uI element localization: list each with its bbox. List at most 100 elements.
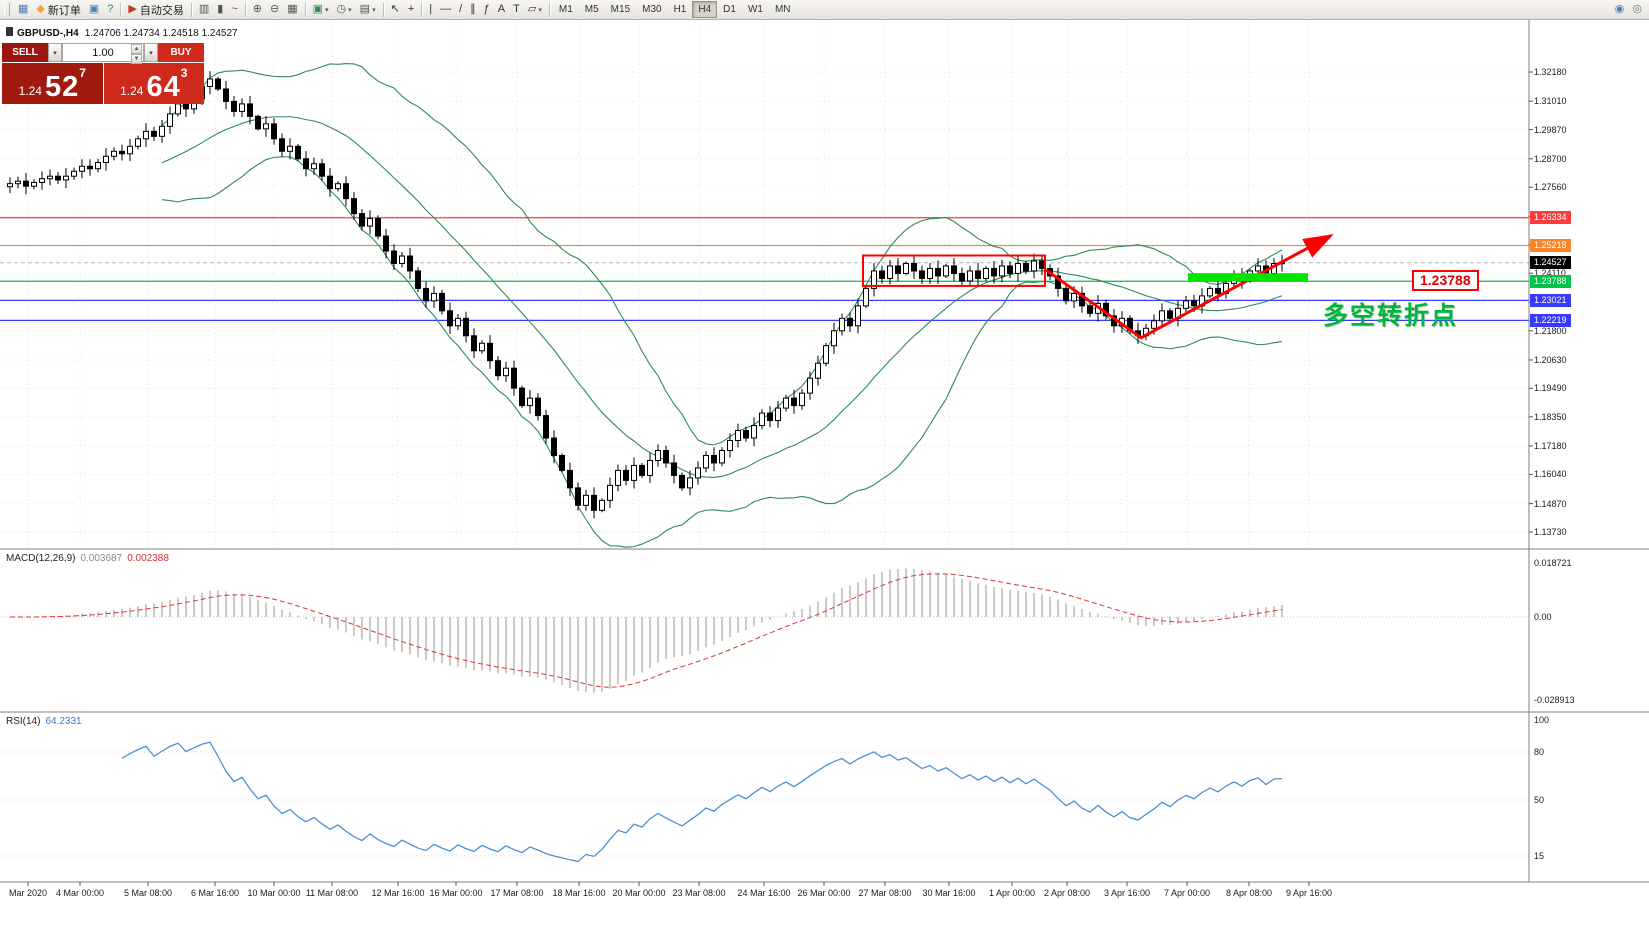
candle-chart-type-button[interactable]: ▮ [213, 0, 227, 19]
buy-button[interactable]: BUY [158, 43, 204, 62]
sell-price-sup: 7 [79, 66, 86, 80]
annotation-price-tag[interactable]: 1.23788 [1412, 270, 1479, 292]
crosshair-icon: + [407, 3, 415, 15]
new-order-button[interactable]: ◆ 新订单 [32, 0, 84, 19]
timeframe-d1-button[interactable]: D1 [723, 4, 736, 15]
zoom-in-button[interactable]: ⊕ [249, 0, 266, 19]
zoom-out-icon: ⊖ [270, 3, 280, 15]
rsi-name: RSI(14) [6, 716, 41, 727]
timeframe-m1-button[interactable]: M1 [558, 4, 573, 15]
price-axis-label: 1.21800 [1534, 325, 1567, 336]
text-button[interactable]: A [494, 0, 509, 19]
channel-icon: ∥ [470, 3, 476, 15]
search-button[interactable]: ◎ [1628, 0, 1646, 19]
fibonacci-button[interactable]: ƒ [480, 0, 494, 19]
time-axis-label[interactable]: Mar 2020 [8, 888, 48, 898]
tile-windows-button[interactable]: ▦ [283, 0, 301, 19]
shapes-button-caret: ▾ [538, 6, 542, 14]
time-axis-label[interactable]: 30 Mar 16:00 [922, 888, 976, 898]
time-axis-label[interactable]: 9 Apr 16:00 [1285, 888, 1333, 898]
time-axis-label[interactable]: 8 Apr 08:00 [1225, 888, 1273, 898]
line-chart-type-button[interactable]: ~ [227, 0, 241, 19]
rsi-axis-label: 80 [1534, 747, 1545, 757]
time-axis-label[interactable]: 24 Mar 16:00 [737, 888, 791, 898]
candles [7, 71, 1285, 519]
sell-price-small: 1.24 [18, 84, 42, 98]
volume-value: 1.00 [92, 46, 114, 59]
time-axis-label[interactable]: 11 Mar 08:00 [305, 888, 359, 898]
autotrading-button-label: 自动交易 [139, 4, 184, 17]
time-axis-label[interactable]: 16 Mar 00:00 [429, 888, 483, 898]
price-axis-label: 1.32180 [1534, 67, 1567, 77]
time-axis-label[interactable]: 23 Mar 08:00 [672, 888, 726, 898]
chart-icon-icon: ▦ [18, 3, 29, 15]
trendline-button[interactable]: / [455, 0, 466, 19]
cursor-button[interactable]: ↖ [387, 0, 404, 19]
timeframe-h4-button[interactable]: H4 [692, 1, 718, 18]
autotrading-button[interactable]: ▶ 自动交易 [124, 0, 187, 19]
time-axis-label[interactable]: 7 Apr 00:00 [1163, 888, 1211, 898]
time-axis-label[interactable]: 1 Apr 00:00 [988, 888, 1036, 898]
rsi-panel [0, 741, 1529, 863]
price-axis-label: 1.19490 [1534, 383, 1567, 394]
profiles-button[interactable]: ▣ [85, 0, 103, 19]
chart-drawings[interactable] [862, 234, 1334, 340]
sell-price[interactable]: 1.24 52 7 [2, 63, 103, 104]
time-axis-label[interactable]: 5 Mar 08:00 [123, 888, 173, 898]
zoom-out-button[interactable]: ⊖ [266, 0, 283, 19]
time-axis-label[interactable]: 17 Mar 08:00 [490, 888, 544, 898]
timeframe-m30-button[interactable]: M30 [642, 4, 662, 15]
period-button[interactable]: ◷ ▾ [333, 0, 356, 19]
time-axis-label[interactable]: 3 Apr 16:00 [1103, 888, 1151, 898]
timeframe-h1-button[interactable]: H1 [673, 4, 687, 15]
vertical-line-button[interactable]: | [425, 0, 436, 19]
symbol-icon [6, 27, 13, 36]
timeframe-w1-button[interactable]: W1 [747, 4, 763, 15]
horizontal-line-button[interactable]: — [436, 0, 455, 19]
time-axis-label[interactable]: 12 Mar 16:00 [371, 888, 425, 898]
help-button[interactable]: ? [103, 0, 117, 19]
macd-name: MACD(12,26,9) [6, 553, 76, 564]
chart-symbol: GBPUSD-,H4 [17, 28, 79, 39]
annotation-note[interactable]: 多空转折点 [1323, 301, 1459, 330]
search-icon: ◎ [1632, 3, 1642, 15]
time-axis-label[interactable]: 27 Mar 08:00 [858, 888, 912, 898]
time-axis-label[interactable]: 18 Mar 16:00 [552, 888, 606, 898]
sell-dropdown[interactable]: ▾ [48, 43, 62, 62]
toolbar-grip[interactable] [4, 3, 10, 16]
crosshair-button[interactable]: + [404, 0, 418, 19]
text-label-icon: T [513, 3, 520, 15]
macd-axis-label: 0.018721 [1534, 558, 1572, 569]
text-label-button[interactable]: T [509, 0, 524, 19]
bollinger-bands [161, 63, 1283, 548]
new-chart-button[interactable]: ▣ ▾ [309, 0, 333, 19]
time-axis-label[interactable]: 26 Mar 00:00 [797, 888, 851, 898]
fibonacci-icon: ƒ [483, 3, 490, 15]
community-button[interactable]: ◉ [1611, 0, 1629, 19]
timeframe-mn-button[interactable]: MN [774, 4, 791, 15]
time-axis-label[interactable]: 20 Mar 00:00 [612, 888, 666, 898]
buy-dropdown[interactable]: ▾ [144, 43, 158, 62]
template-button[interactable]: ▤ ▾ [356, 0, 380, 19]
bar-chart-type-button[interactable]: ▥ [195, 0, 213, 19]
sell-price-big: 52 [44, 71, 80, 103]
time-axis-label[interactable]: 10 Mar 00:00 [247, 888, 301, 898]
time-axis-label[interactable]: 2 Apr 08:00 [1043, 888, 1091, 898]
sell-button[interactable]: SELL [2, 43, 48, 62]
timeframe-m15-button[interactable]: M15 [610, 4, 631, 15]
chart-grid [0, 20, 1529, 549]
volume-spinner[interactable]: ▲ ▼ [131, 44, 142, 64]
buy-price[interactable]: 1.24 64 3 [103, 63, 204, 104]
community-icon: ◉ [1614, 3, 1625, 15]
panel-separators[interactable] [0, 20, 1649, 886]
chart-icon[interactable]: ▦ [14, 0, 32, 19]
shapes-button[interactable]: ▱ ▾ [524, 0, 546, 19]
buy-price-big: 64 [146, 71, 181, 103]
volume-input[interactable]: 1.00 ▲ ▼ [62, 43, 144, 64]
macd-header: MACD(12,26,9) 0.003687 0.002388 [6, 553, 169, 564]
time-axis-label[interactable]: 6 Mar 16:00 [190, 888, 240, 898]
time-axis-label[interactable]: 4 Mar 00:00 [55, 888, 105, 898]
timeframe-m5-button[interactable]: M5 [584, 4, 599, 15]
channel-button[interactable]: ∥ [466, 0, 480, 19]
